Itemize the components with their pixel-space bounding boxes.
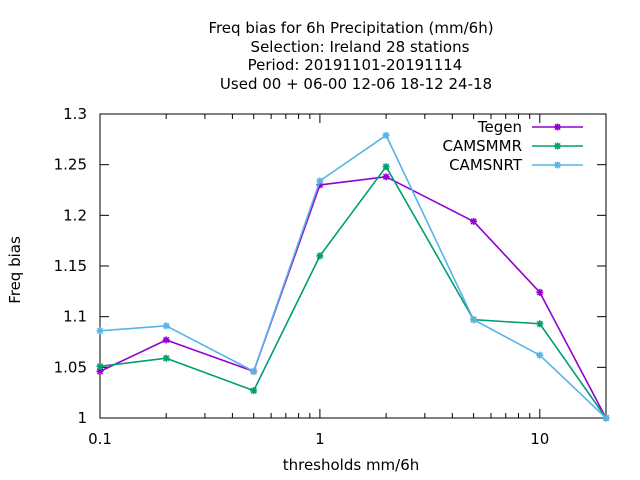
y-tick-label: 1.3 (63, 105, 87, 123)
chart-title-line-1: Freq bias for 6h Precipitation (mm/6h) (208, 19, 493, 37)
y-tick-label: 1.05 (54, 358, 87, 376)
x-tick-label: 1 (315, 430, 325, 448)
y-tick-label: 1.15 (54, 257, 87, 275)
data-point-camsnrt (250, 367, 258, 375)
legend-marker (554, 123, 561, 131)
data-point-camsmmr (536, 320, 544, 328)
legend-marker (554, 161, 561, 169)
data-point-camsnrt (96, 327, 104, 335)
plot-frame (99, 113, 607, 419)
data-point-camsmmr (96, 362, 104, 370)
y-axis-label: Freq bias (6, 236, 24, 304)
series-line-camsnrt (99, 134, 607, 419)
chart-title-line-2: Selection: Ireland 28 stations (251, 38, 470, 56)
data-point-camsmmr (162, 354, 170, 362)
data-point-camsnrt (162, 322, 170, 330)
data-point-camsnrt (602, 414, 610, 422)
x-tick-label: 0.1 (88, 430, 112, 448)
x-tick-label: 10 (530, 430, 549, 448)
plot-border (99, 113, 607, 419)
data-point-tegen (470, 217, 478, 225)
data-point-camsnrt (382, 131, 390, 139)
legend-label: Tegen (477, 118, 522, 136)
data-point-camsnrt (316, 177, 324, 185)
series-line-camsmmr (99, 165, 607, 419)
series-line-tegen (99, 176, 607, 419)
series-lines (96, 131, 610, 422)
data-point-camsmmr (382, 163, 390, 171)
x-axis-label: thresholds mm/6h (283, 456, 420, 474)
y-tick-label: 1.25 (54, 156, 87, 174)
data-point-tegen (162, 336, 170, 344)
legend-label: CAMSMMR (442, 137, 522, 155)
data-point-camsnrt (470, 316, 478, 324)
legend-marker (554, 142, 561, 150)
x-axis-ticks: 0.1 1 10 (88, 114, 607, 448)
data-point-camsnrt (536, 351, 544, 359)
y-tick-label: 1.2 (63, 206, 87, 224)
legend-label: CAMSNRT (449, 156, 523, 174)
chart-title-line-3: Period: 20191101-20191114 (248, 56, 463, 74)
y-tick-label: 1.1 (63, 308, 87, 326)
chart-title: Freq bias for 6h Precipitation (mm/6h) S… (208, 19, 493, 93)
y-axis-ticks: 1 1.05 1.1 1.15 1.2 1.25 1.3 (54, 105, 606, 427)
y-tick-label: 1 (77, 409, 87, 427)
data-point-tegen (382, 173, 390, 181)
data-point-tegen (536, 288, 544, 296)
data-point-camsmmr (316, 252, 324, 260)
data-point-camsmmr (250, 387, 258, 395)
chart-title-line-4: Used 00 + 06-00 12-06 18-12 24-18 (220, 75, 492, 93)
